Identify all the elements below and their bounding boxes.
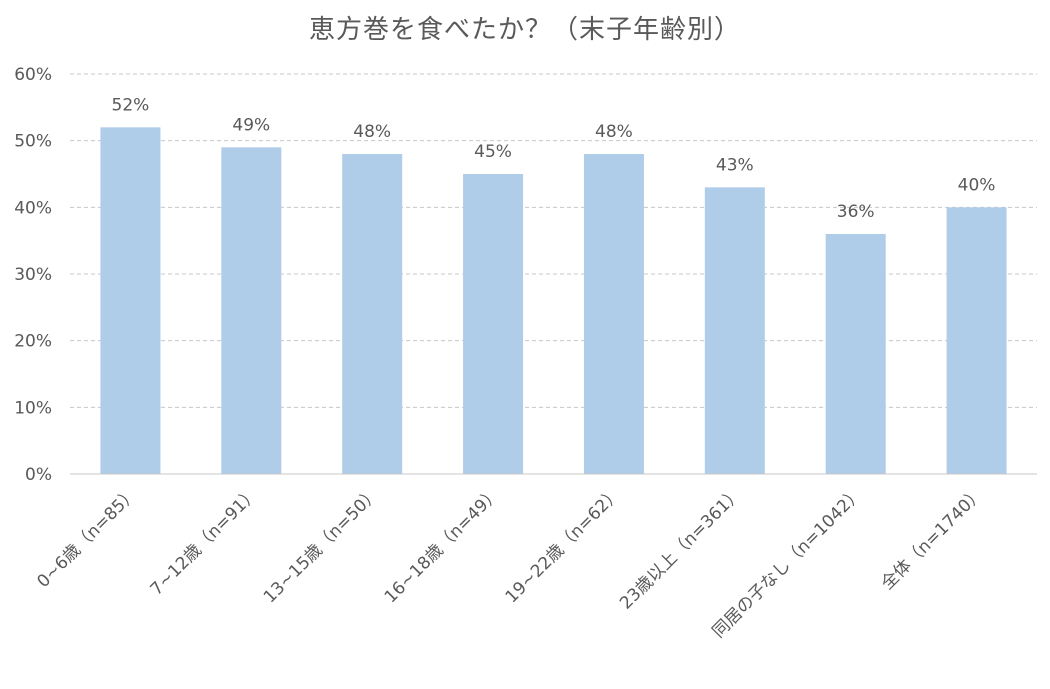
y-tick-label: 50% [14, 132, 52, 152]
y-tick-label: 10% [14, 398, 52, 418]
data-label: 40% [958, 175, 996, 195]
x-category-label: 全体（n=1740） [878, 483, 989, 594]
x-axis-category-labels: 0~6歳（n=85） 7~12歳（n=91）13~15歳（n=50）16~18歳（… [33, 483, 988, 642]
y-tick-label: 0% [25, 465, 52, 485]
data-label: 48% [353, 122, 391, 142]
bar [463, 174, 524, 474]
data-labels: 52% 49% 48% 45% 48% 43% 36% 40% [112, 95, 996, 222]
chart-title: 恵方巻を食べたか？（末子年齢別） [309, 15, 741, 45]
y-tick-label: 20% [14, 332, 52, 352]
x-category-label: 16~18歳（n=49） [381, 483, 505, 607]
data-label: 43% [716, 155, 754, 175]
data-label: 36% [837, 202, 875, 222]
x-category-label: 19~22歳（n=62） [502, 483, 626, 607]
x-category-label: 13~15歳（n=50） [260, 483, 384, 607]
y-axis-tick-labels: 0% 10% 20% 30% 40% 50% 60% [14, 65, 52, 485]
bar [825, 234, 886, 474]
bars [100, 127, 1007, 475]
y-tick-label: 60% [14, 65, 52, 85]
data-label: 45% [474, 142, 512, 162]
x-category-label: 7~12歳（n=91） [147, 483, 263, 599]
data-label: 49% [232, 115, 270, 135]
x-category-label: 23歳以上（n=361） [616, 483, 746, 613]
bar [946, 207, 1007, 475]
bar [342, 154, 403, 474]
data-label: 48% [595, 122, 633, 142]
bar [100, 127, 161, 474]
x-category-label: 0~6歳（n=85） [33, 483, 142, 592]
y-tick-label: 30% [14, 265, 52, 285]
data-label: 52% [112, 95, 150, 115]
y-tick-label: 40% [14, 198, 52, 218]
bar [583, 154, 644, 474]
gridlines [70, 73, 1037, 408]
bar [221, 147, 282, 475]
bar [704, 187, 765, 475]
